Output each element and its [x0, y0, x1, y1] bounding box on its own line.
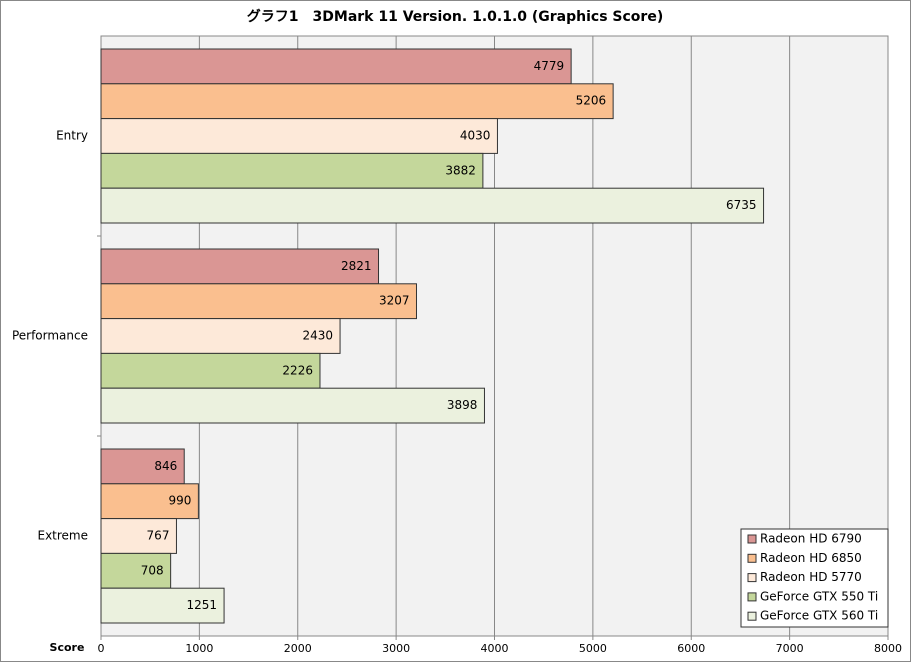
- data-label: 2821: [341, 259, 372, 273]
- legend-swatch: [747, 534, 757, 544]
- data-label: 1251: [187, 598, 218, 612]
- bar: [100, 118, 498, 154]
- data-label: 6735: [726, 198, 757, 212]
- data-label: 3207: [379, 294, 410, 308]
- x-tick-label: 8000: [874, 642, 902, 655]
- data-label: 2430: [303, 329, 334, 343]
- data-label: 4779: [534, 59, 565, 73]
- data-label: 2226: [282, 363, 313, 377]
- data-label: 846: [154, 459, 177, 473]
- bar: [100, 352, 321, 389]
- x-tick-label: 0: [98, 642, 105, 655]
- bar: [100, 248, 380, 285]
- y-tick-label: Performance: [12, 329, 88, 343]
- data-label: 3898: [447, 398, 478, 412]
- data-label: 708: [141, 563, 164, 577]
- bar: [100, 448, 185, 485]
- x-tick-label: 1000: [185, 642, 213, 655]
- data-label: 5206: [576, 94, 607, 108]
- legend-label: Radeon HD 6790: [760, 532, 862, 546]
- legend-box: [740, 528, 889, 628]
- bar: [100, 483, 199, 520]
- legend-swatch: [747, 592, 757, 602]
- bar: [100, 518, 177, 554]
- x-tick-label: 6000: [677, 642, 705, 655]
- x-tick-label: 7000: [776, 642, 804, 655]
- x-axis-label: Score: [50, 641, 85, 654]
- x-tick-label: 5000: [579, 642, 607, 655]
- bar: [100, 152, 484, 189]
- data-label: 767: [147, 529, 170, 543]
- legend-swatch: [747, 553, 757, 563]
- y-tick-label: Entry: [56, 129, 88, 143]
- legend-label: Radeon HD 6850: [760, 551, 862, 565]
- bar: [100, 587, 225, 624]
- bar: [100, 283, 417, 320]
- legend-label: Radeon HD 5770: [760, 570, 862, 584]
- legend-swatch: [747, 611, 757, 621]
- data-label: 3882: [445, 163, 476, 177]
- x-tick-label: 3000: [382, 642, 410, 655]
- bar: [100, 187, 765, 224]
- bar: [100, 387, 485, 424]
- legend-label: GeForce GTX 560 Ti: [760, 609, 878, 623]
- bar: [100, 83, 614, 120]
- x-tick-label: 2000: [284, 642, 312, 655]
- bar: [100, 552, 172, 589]
- data-label: 4030: [460, 129, 491, 143]
- bar: [100, 48, 572, 85]
- chart-title: グラフ1 3DMark 11 Version. 1.0.1.0 (Graphic…: [247, 8, 663, 25]
- y-tick-label: Extreme: [37, 529, 88, 543]
- legend-swatch: [747, 573, 757, 583]
- bar: [100, 318, 341, 354]
- legend-label: GeForce GTX 550 Ti: [760, 589, 878, 603]
- x-tick-label: 4000: [481, 642, 509, 655]
- data-label: 990: [168, 494, 191, 508]
